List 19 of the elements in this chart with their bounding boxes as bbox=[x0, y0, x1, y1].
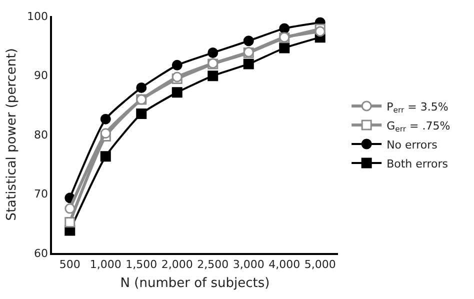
y-axis-title: Statistical power (percent) bbox=[4, 48, 20, 221]
x-tick-label: 5,000 bbox=[304, 258, 336, 271]
y-tick-label: 70 bbox=[34, 188, 48, 201]
x-tick-label: 2,000 bbox=[161, 258, 193, 271]
y-tick-label: 80 bbox=[34, 128, 48, 142]
legend-label: Both errors bbox=[386, 157, 448, 170]
x-axis-title: N (number of subjects) bbox=[120, 276, 270, 292]
x-tick-label: 2,500 bbox=[197, 258, 229, 271]
x-tick-label: 500 bbox=[59, 258, 80, 271]
y-tick-label: 100 bbox=[27, 10, 48, 23]
legend-label: No errors bbox=[386, 138, 438, 152]
y-tick-label: 90 bbox=[34, 69, 48, 82]
x-tick-label: 3,000 bbox=[232, 258, 264, 271]
y-tick-label: 60 bbox=[34, 246, 48, 260]
legend-label: P$_{err}$ = 3.5% bbox=[386, 100, 448, 115]
x-tick-label: 4,000 bbox=[268, 258, 300, 271]
x-tick-label: 1,500 bbox=[126, 258, 158, 271]
x-tick-label: 1,000 bbox=[90, 258, 122, 271]
legend-label: G$_{err}$ = .75% bbox=[386, 119, 450, 134]
